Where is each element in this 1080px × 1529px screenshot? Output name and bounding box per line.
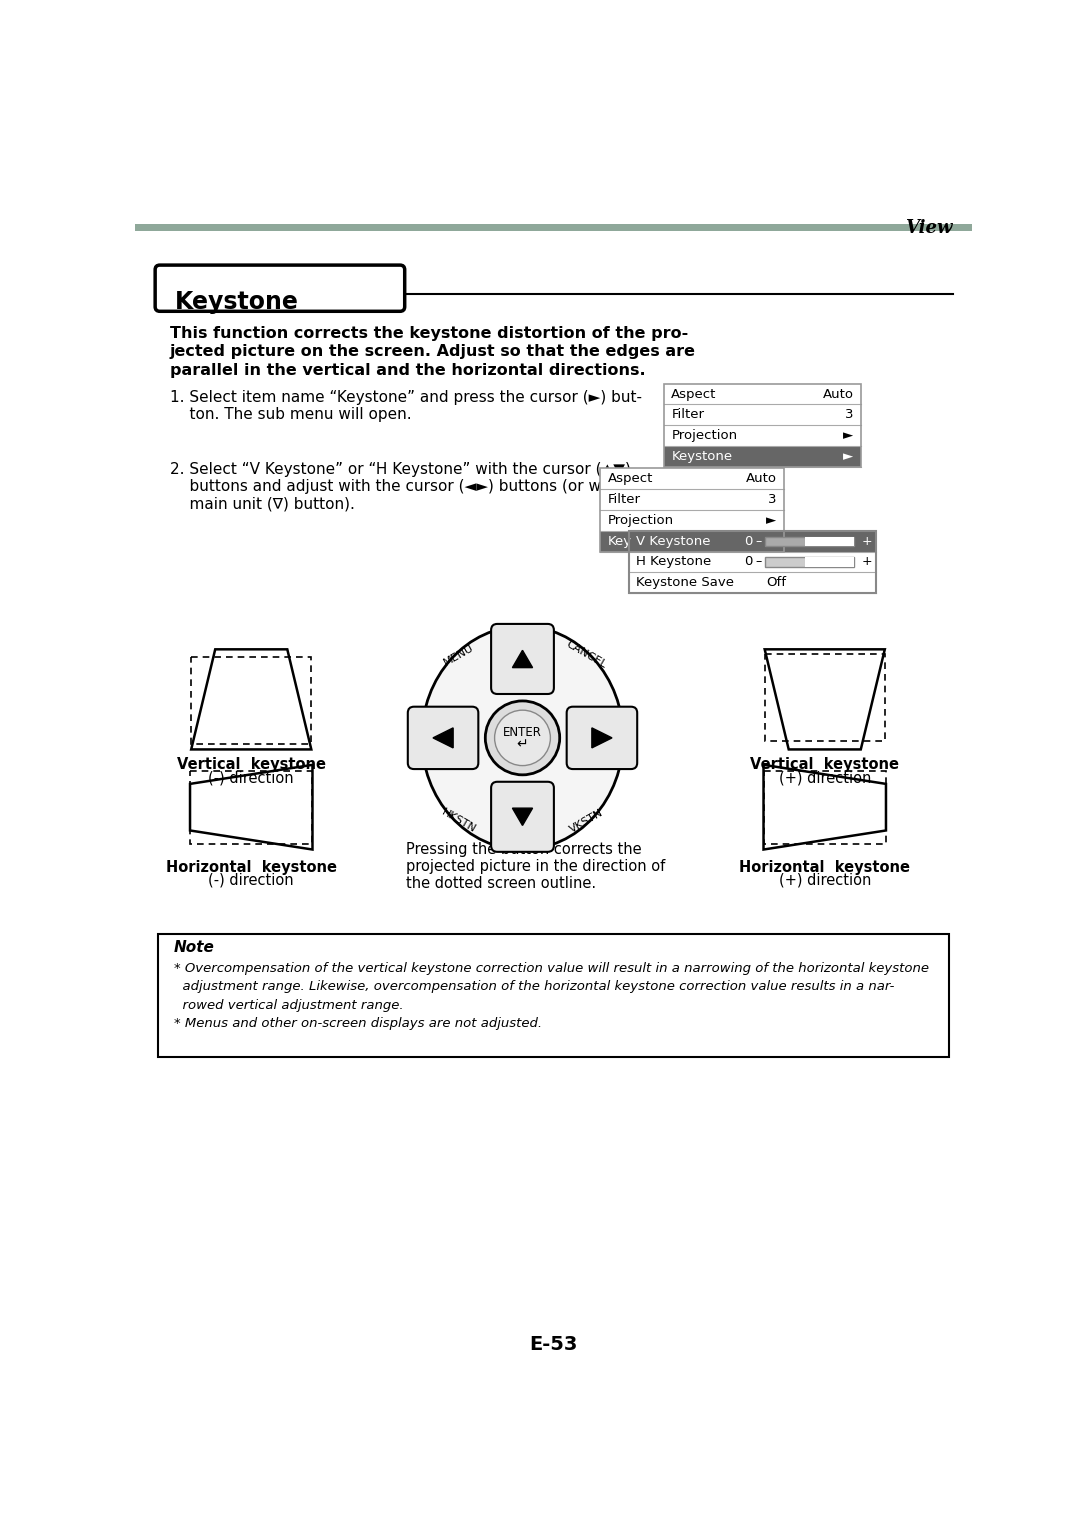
Text: jected picture on the screen. Adjust so that the edges are: jected picture on the screen. Adjust so … xyxy=(170,344,696,359)
Bar xyxy=(663,384,861,466)
Polygon shape xyxy=(512,809,532,826)
Text: E-53: E-53 xyxy=(529,1335,578,1353)
Text: –: – xyxy=(756,555,762,569)
Text: Auto: Auto xyxy=(823,387,853,401)
Text: Vertical  keystone: Vertical keystone xyxy=(177,757,326,772)
FancyBboxPatch shape xyxy=(491,624,554,694)
Bar xyxy=(600,511,784,531)
FancyBboxPatch shape xyxy=(567,706,637,769)
Bar xyxy=(600,468,784,552)
Text: HKSTN: HKSTN xyxy=(440,807,477,835)
Text: Pressing the button corrects the: Pressing the button corrects the xyxy=(406,842,642,856)
Bar xyxy=(663,425,861,446)
Text: MENU: MENU xyxy=(442,642,476,667)
Text: ton. The sub menu will open.: ton. The sub menu will open. xyxy=(170,407,411,422)
Text: VKSTN: VKSTN xyxy=(567,807,605,835)
Text: (+) direction: (+) direction xyxy=(779,873,870,888)
Bar xyxy=(663,384,861,466)
Ellipse shape xyxy=(422,627,623,850)
Text: V Keystone: V Keystone xyxy=(636,535,711,547)
Text: Filter: Filter xyxy=(672,408,704,422)
Text: ►: ► xyxy=(843,430,853,442)
Text: * Overcompensation of the vertical keystone correction value will result in a na: * Overcompensation of the vertical keyst… xyxy=(174,962,929,976)
Text: H Keystone: H Keystone xyxy=(636,555,711,569)
Bar xyxy=(663,405,861,425)
Text: (+) direction: (+) direction xyxy=(779,771,870,786)
Text: ►: ► xyxy=(767,514,777,528)
FancyBboxPatch shape xyxy=(491,781,554,852)
Bar xyxy=(159,934,948,1058)
Bar xyxy=(600,468,784,552)
Bar xyxy=(806,557,854,567)
Text: +: + xyxy=(862,535,872,547)
Text: Keystone: Keystone xyxy=(672,450,732,463)
Text: 0: 0 xyxy=(744,535,753,547)
Text: parallel in the vertical and the horizontal directions.: parallel in the vertical and the horizon… xyxy=(170,362,646,378)
Polygon shape xyxy=(512,650,532,668)
Text: 3: 3 xyxy=(768,492,777,506)
Text: main unit (∇) button).: main unit (∇) button). xyxy=(170,495,354,511)
Text: 1. Select item name “Keystone” and press the cursor (►) but-: 1. Select item name “Keystone” and press… xyxy=(170,390,642,405)
Bar xyxy=(765,557,854,567)
Text: 3: 3 xyxy=(845,408,853,422)
Bar xyxy=(135,225,972,231)
Text: ►: ► xyxy=(843,450,853,463)
Text: Horizontal  keystone: Horizontal keystone xyxy=(739,859,910,875)
Text: ENTER: ENTER xyxy=(503,726,542,739)
Bar xyxy=(600,531,784,552)
Text: rowed vertical adjustment range.: rowed vertical adjustment range. xyxy=(174,998,403,1012)
Text: Keystone Save: Keystone Save xyxy=(636,576,733,589)
Text: Note: Note xyxy=(174,940,215,956)
Text: buttons and adjust with the cursor (◄►) buttons (or with the: buttons and adjust with the cursor (◄►) … xyxy=(170,479,651,494)
Text: Projection: Projection xyxy=(672,430,738,442)
Bar xyxy=(663,384,861,405)
Text: Projection: Projection xyxy=(608,514,674,528)
Text: ↵: ↵ xyxy=(516,737,528,751)
Text: projected picture in the direction of: projected picture in the direction of xyxy=(406,859,665,873)
Text: Horizontal  keystone: Horizontal keystone xyxy=(165,859,337,875)
Bar xyxy=(630,552,876,572)
Text: Off: Off xyxy=(766,576,786,589)
Text: This function corrects the keystone distortion of the pro-: This function corrects the keystone dist… xyxy=(170,326,688,341)
FancyBboxPatch shape xyxy=(408,706,478,769)
Text: the dotted screen outline.: the dotted screen outline. xyxy=(406,876,596,891)
Text: (-) direction: (-) direction xyxy=(208,873,294,888)
Polygon shape xyxy=(433,728,454,748)
Text: Key: Key xyxy=(608,535,632,547)
Circle shape xyxy=(495,709,551,766)
Bar xyxy=(630,572,876,593)
Text: Aspect: Aspect xyxy=(608,472,653,485)
Bar xyxy=(806,537,854,546)
Text: Aspect: Aspect xyxy=(672,387,717,401)
Text: Auto: Auto xyxy=(745,472,777,485)
Text: adjustment range. Likewise, overcompensation of the horizontal keystone correcti: adjustment range. Likewise, overcompensa… xyxy=(174,980,894,994)
Text: 0: 0 xyxy=(744,555,753,569)
Text: CANCEL: CANCEL xyxy=(564,639,608,670)
FancyBboxPatch shape xyxy=(156,265,405,312)
Text: Filter: Filter xyxy=(608,492,640,506)
Text: 2. Select “V Keystone” or “H Keystone” with the cursor (▲▼): 2. Select “V Keystone” or “H Keystone” w… xyxy=(170,462,631,477)
Bar xyxy=(600,489,784,511)
Polygon shape xyxy=(592,728,612,748)
Bar xyxy=(600,468,784,489)
Text: View: View xyxy=(905,219,953,237)
Text: * Menus and other on-screen displays are not adjusted.: * Menus and other on-screen displays are… xyxy=(174,1017,542,1031)
Text: (-) direction: (-) direction xyxy=(208,771,294,786)
Text: Keystone: Keystone xyxy=(175,289,299,313)
Bar xyxy=(630,531,876,593)
Text: –: – xyxy=(756,535,762,547)
Bar xyxy=(663,446,861,466)
Bar xyxy=(765,537,854,546)
Bar xyxy=(630,531,876,552)
Text: Vertical  keystone: Vertical keystone xyxy=(751,757,900,772)
Text: +: + xyxy=(862,555,872,569)
Circle shape xyxy=(485,700,559,775)
